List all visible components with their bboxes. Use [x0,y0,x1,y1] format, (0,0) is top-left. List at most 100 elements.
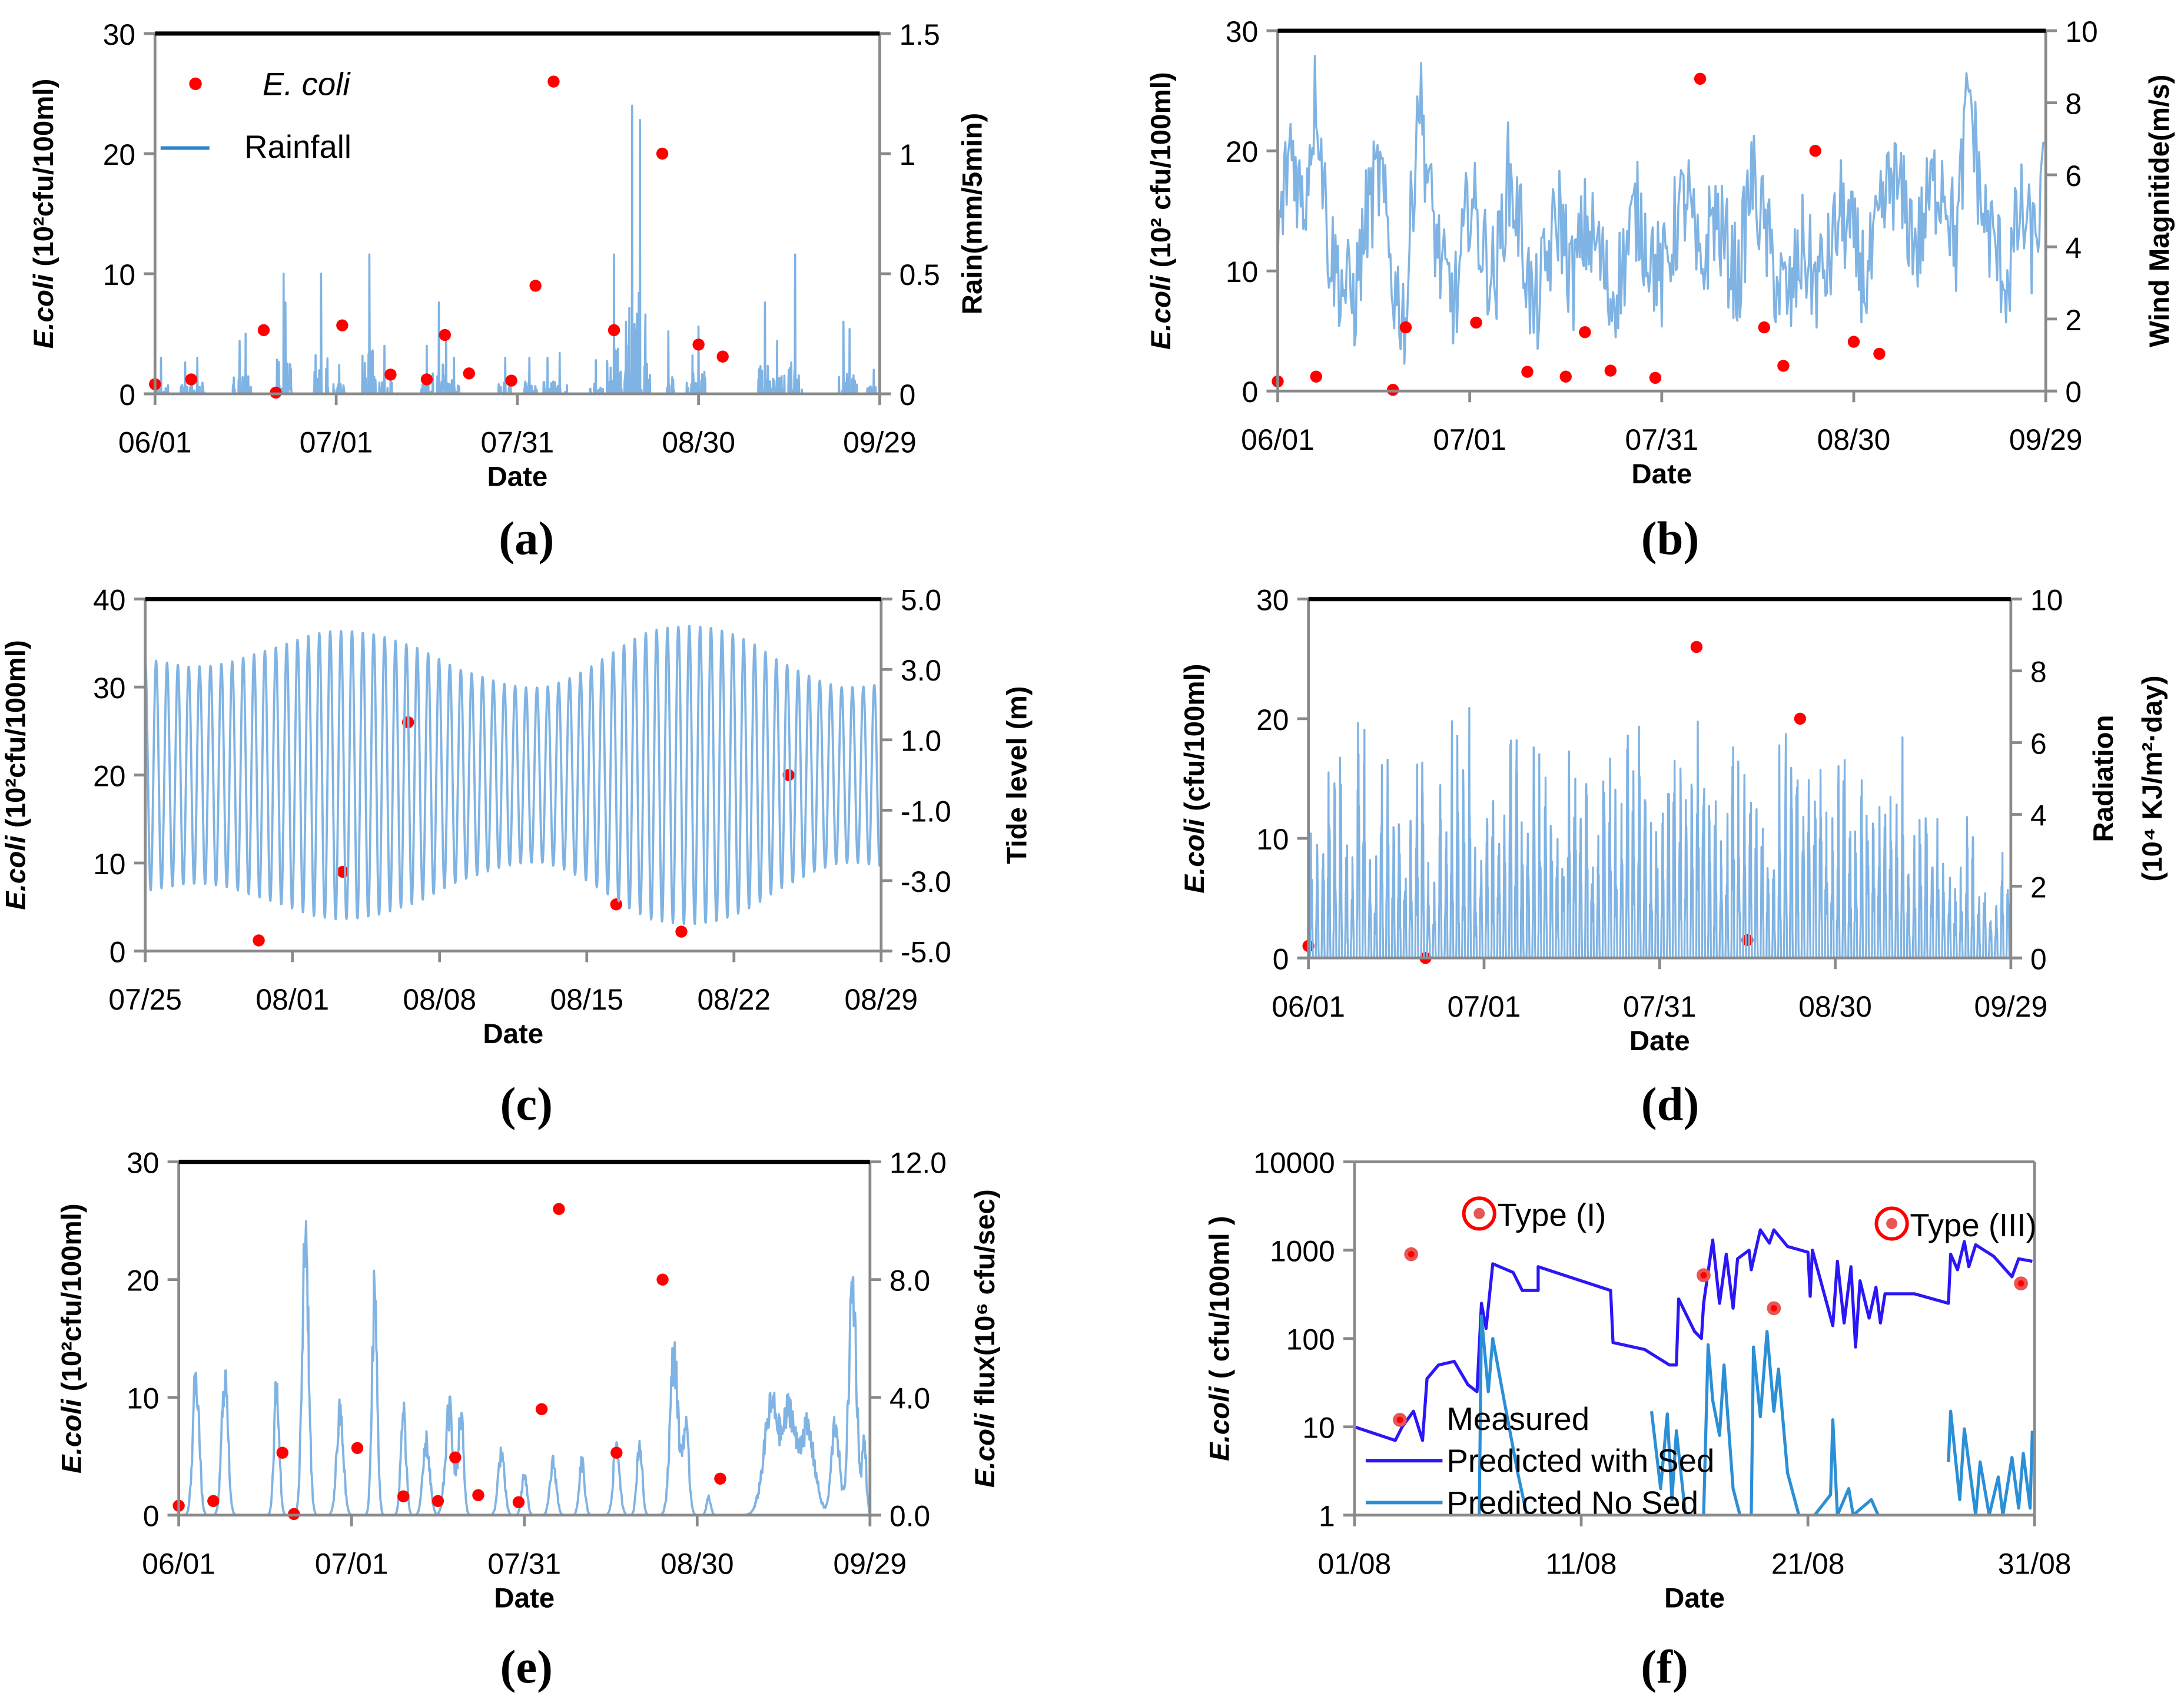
measured-point-core [1770,1305,1777,1312]
y2-axis-title: Radiation [2088,715,2119,842]
measured-point [472,1489,484,1501]
measured-point [397,1490,410,1502]
y2-axis-title: Wind Magnitide(m/s) [2144,75,2175,347]
y2-tick-label: -5.0 [901,935,951,968]
measured-point [207,1495,220,1507]
x-tick-label: 06/01 [118,426,192,459]
y2-tick-label: 8.0 [889,1264,930,1297]
y2-tick-label: -3.0 [901,865,951,898]
series-group [144,625,882,925]
y-tick-label: 30 [127,1147,159,1180]
x-tick-label: 21/08 [1771,1547,1845,1580]
panel-b: 0 10 20 30 0 2 4 6 8 10 06/01 07/01 07/31 08/30 09/29 D… [1146,15,2175,565]
annotation-point [1473,1207,1485,1219]
radiation-line [1307,707,2012,959]
x-tick-label: 06/01 [1241,423,1315,456]
x-tick-label: 07/31 [1623,990,1697,1023]
y2-tick-label: 6 [2065,160,2082,192]
y2-tick-label: 5.0 [901,584,941,617]
y-tick-label: 10000 [1253,1147,1335,1180]
x-tick-label: 07/31 [487,1547,561,1580]
y2-tick-label: 4 [2030,799,2047,832]
measured-point-core [2017,1280,2024,1287]
y-tick-label: 10 [127,1382,159,1415]
x-axis-title: Date [1629,1025,1690,1057]
y2-axis-title-text: Wind Magnitide(m/s) [2144,75,2175,347]
x-tick-label: 08/30 [1798,990,1872,1023]
ecoli-flux-line [178,1220,871,1516]
measured-point [1521,366,1534,378]
y2-tick-label: 2 [2065,304,2082,337]
y2-tick-label: 4.0 [889,1382,930,1415]
measured-point [529,280,542,292]
axes-frame [167,1160,881,1526]
y2-axis-title-text: Tide level (m) [1002,686,1033,864]
y-axis-title-italic: E.coli [57,1399,88,1473]
measured-point [336,319,348,331]
x-tick-label: 01/08 [1318,1547,1392,1580]
y-tick-label: 10 [93,848,125,881]
measured-point [1579,326,1591,338]
y-tick-label: 20 [127,1264,159,1297]
series-group [1276,55,2046,365]
y2-axis-title-text: Rain(mm/5min) [957,113,988,315]
measured-points [1393,1247,2028,1427]
measured-point [432,1495,444,1507]
predicted-with-sed-line [1354,1228,2033,1442]
measured-point [449,1451,462,1463]
measured-point [1758,321,1770,334]
y2-tick-label: 0 [900,379,916,411]
y-axis-title: E.coli (10²cfu/100ml) [57,1203,88,1473]
y-tick-label: 30 [103,18,135,51]
panel-label: (e) [500,1641,553,1693]
measured-point [714,1472,726,1485]
y-tick-label: 20 [1226,135,1258,168]
y-axis-title: E.coli (10² cfu/100ml) [1146,72,1177,350]
measured-point-core [1396,1416,1403,1423]
legend: E. coli Rainfall [160,66,351,165]
x-tick-label: 07/31 [481,426,555,459]
y2-tick-label: 0.0 [889,1500,930,1533]
predicted-no-sed-line [1478,1314,1529,1516]
y-tick-label: 10 [1226,255,1258,288]
y-tick-label: 1 [1319,1500,1335,1533]
measured-points [149,75,729,399]
y-axis-title-units: (10² cfu/100ml) [1146,72,1177,275]
x-tick-label: 07/31 [1625,423,1699,456]
y2-tick-label: 4 [2065,231,2082,264]
measured-point [1741,934,1754,947]
measured-point [1847,336,1860,348]
measured-point [276,1446,288,1459]
x-tick-label: 07/01 [300,426,373,459]
panel-c: 0 10 20 30 40 -5.0 -3.0 -1.0 1.0 3.0 5.0 07/25 08/01… [1,584,1033,1131]
measured-point [1310,370,1322,383]
x-tick-label: 09/29 [843,426,917,459]
y-tick-label: 0 [109,935,126,968]
panel-label: (f) [1641,1641,1688,1693]
measured-point [610,898,622,911]
measured-point [463,367,475,380]
y-axis-title-units: ( cfu/100ml ) [1204,1216,1235,1386]
y-tick-label: 20 [103,138,135,171]
measured-point [656,147,669,160]
legend-ecoli-marker [189,77,202,91]
panel-e: 0 10 20 30 0.0 4.0 8.0 12.0 06/01 07/01 07/31 08/30… [57,1147,1001,1694]
y-axis-title: E.coli (10²cfu/100ml) [28,79,59,349]
y2-tick-label: 1.0 [901,725,941,758]
axes-frame [1297,597,2022,970]
panel-label: (a) [499,513,554,565]
measured-point [1649,371,1662,384]
x-tick-label: 09/29 [2009,423,2083,456]
measured-point [692,338,705,351]
x-tick-label: 08/22 [697,983,771,1016]
x-tick-label: 07/01 [1448,990,1521,1023]
y2-axis-title-line2: (10⁴ KJ/m²·day) [2137,675,2168,881]
measured-point [512,1496,525,1508]
y2-tick-label: 12.0 [889,1147,947,1180]
y2-tick-label: 2 [2030,871,2047,904]
y-axis-title-italic: E.coli [28,274,59,349]
x-tick-label: 06/01 [1272,990,1345,1023]
measured-point [185,373,198,386]
y-tick-label: 0 [1273,942,1289,975]
measured-points [172,1203,726,1520]
